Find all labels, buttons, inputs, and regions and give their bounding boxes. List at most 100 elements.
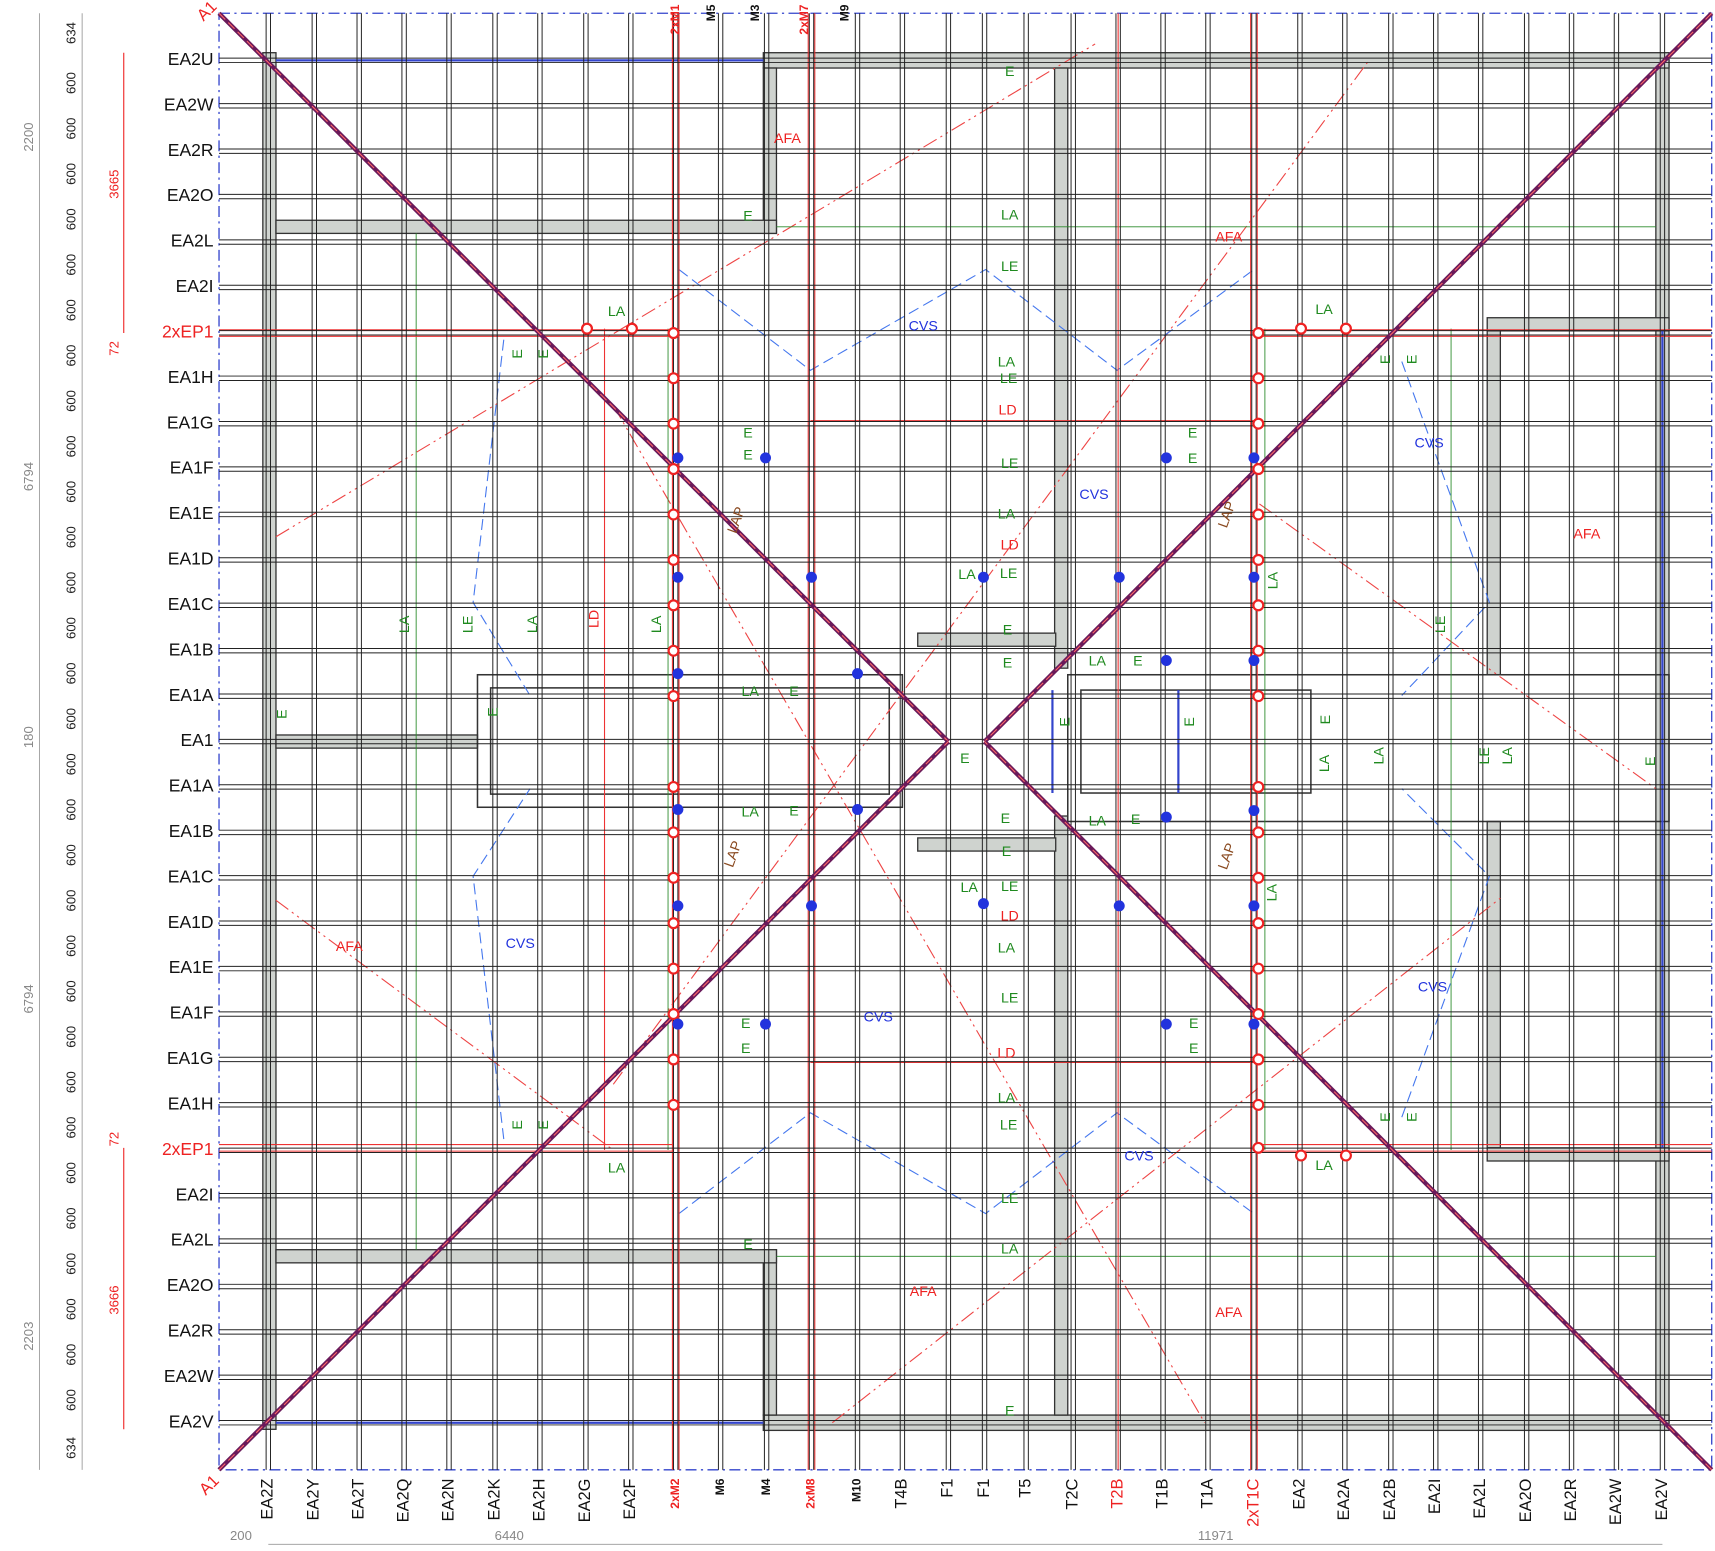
column-label: T5 <box>1016 1479 1034 1498</box>
line <box>275 899 614 1151</box>
row-label: EA2O <box>167 1275 214 1295</box>
generated: EA2UEA2WEA2REA2OEA2LEA2I2xEP1EA1HEA1GEA1… <box>21 0 1714 1545</box>
row-label: EA1E <box>169 503 214 523</box>
annotation: E <box>1003 623 1012 639</box>
column-label: EA2G <box>576 1479 594 1523</box>
dimension: 600 <box>64 118 79 140</box>
dot <box>1248 571 1260 583</box>
dot <box>1248 655 1260 666</box>
dimension: 600 <box>64 1162 79 1184</box>
row-label: EA1A <box>169 776 214 796</box>
row-label: EA1C <box>168 866 214 886</box>
annotation: LE <box>1000 566 1017 582</box>
annotation: LA <box>1315 1158 1333 1174</box>
dot <box>1248 805 1260 817</box>
dimension: 600 <box>64 435 79 457</box>
connector <box>667 417 680 430</box>
annotation: CVS <box>1124 1148 1153 1164</box>
layout <box>218 12 1713 1471</box>
annotation: LA <box>958 567 976 583</box>
dimension: 600 <box>64 1344 79 1366</box>
dimension: 600 <box>64 844 79 866</box>
annotation: E <box>743 209 752 225</box>
annotation: E <box>1057 717 1073 726</box>
annotation: E <box>1189 1041 1198 1057</box>
box <box>489 687 891 795</box>
dot <box>806 571 817 583</box>
annotation: LA <box>1001 208 1019 224</box>
dot <box>1113 900 1125 912</box>
dimension: 600 <box>64 526 79 548</box>
connector <box>667 508 680 521</box>
column-label: EA2W <box>1607 1478 1625 1525</box>
connector <box>667 599 680 612</box>
row-label: EA2U <box>168 49 214 69</box>
connector <box>1252 962 1265 975</box>
corner-label: A1 <box>194 0 221 25</box>
annotation: LA <box>397 615 413 633</box>
column-label: EA2T <box>350 1479 368 1520</box>
dimension: 600 <box>64 1298 79 1320</box>
annotation: LA <box>1265 571 1281 589</box>
dimension: 72 <box>106 1132 121 1147</box>
annotation: CVS <box>1418 980 1447 996</box>
dot <box>672 452 684 464</box>
connector <box>580 322 594 335</box>
annotation: AFA <box>336 939 363 955</box>
boundary <box>218 12 1713 1471</box>
dot <box>1160 1018 1172 1030</box>
hip-centre <box>984 12 1713 742</box>
hip-centre <box>218 741 949 1471</box>
dimension: 600 <box>64 299 79 321</box>
wall <box>762 67 778 235</box>
connector <box>1252 372 1265 385</box>
annotation: E <box>741 1016 750 1032</box>
annotation: E <box>1133 653 1142 669</box>
row-label: EA1B <box>169 639 214 659</box>
dimension: 2203 <box>21 1322 36 1351</box>
dimension: 600 <box>64 1207 79 1229</box>
row-label: EA1C <box>168 594 214 614</box>
dot <box>977 571 989 583</box>
annotation: E <box>1405 1112 1421 1121</box>
annotation: LA <box>741 684 759 700</box>
connector <box>1252 417 1265 430</box>
annotation: AFA <box>774 131 801 147</box>
annotation: LD <box>997 1045 1015 1061</box>
annotation: E <box>1378 1112 1394 1121</box>
connector <box>667 962 680 975</box>
annotation: LD <box>1001 909 1019 925</box>
line <box>612 60 1370 1085</box>
column-label: M6 <box>713 1478 727 1495</box>
column-label: EA2K <box>485 1479 503 1521</box>
dot <box>977 898 989 910</box>
dimension: 2200 <box>21 122 36 151</box>
annotation: LE <box>460 616 476 633</box>
annotation: LA <box>741 805 759 821</box>
row-label: EA2W <box>164 1366 214 1386</box>
dimension: 600 <box>64 254 79 276</box>
annotation: LA <box>1317 754 1333 772</box>
dimension: 600 <box>64 72 79 94</box>
connector <box>1339 1149 1352 1162</box>
annotation: LD <box>586 610 602 628</box>
column-label: M3 <box>748 4 762 21</box>
column-label: EA2B <box>1381 1479 1399 1521</box>
connector <box>1252 463 1265 476</box>
annotation: LA <box>1089 653 1107 669</box>
dot <box>1248 452 1260 464</box>
annotation: E <box>1318 715 1334 724</box>
column-label: EA2F <box>621 1479 639 1520</box>
annotation: E <box>1182 717 1198 726</box>
line <box>1401 361 1491 696</box>
annotation: LE <box>1001 879 1018 895</box>
annotation: LE <box>1001 456 1018 472</box>
annotation: AFA <box>910 1284 937 1300</box>
annotation: LA <box>1315 302 1333 318</box>
dimension: 600 <box>64 753 79 775</box>
dimension: 600 <box>64 662 79 684</box>
column-label: T1A <box>1198 1479 1216 1509</box>
column-label: M4 <box>759 1478 773 1495</box>
dimension: 600 <box>64 935 79 957</box>
dot <box>672 668 684 680</box>
